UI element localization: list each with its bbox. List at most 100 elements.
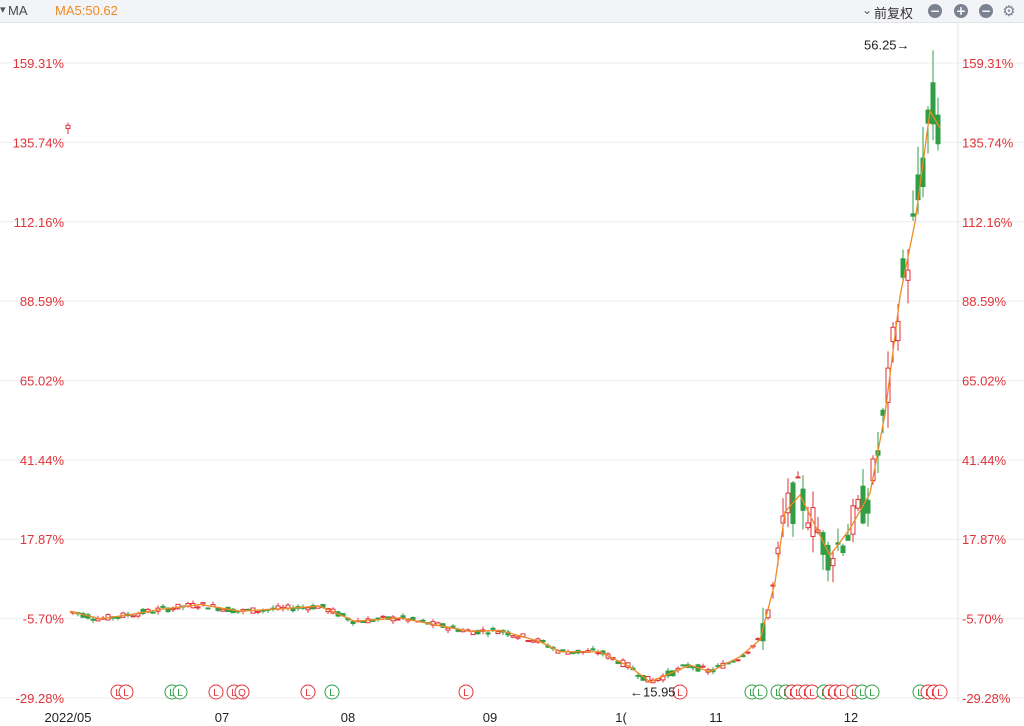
svg-text:L: L bbox=[869, 688, 875, 699]
candle bbox=[830, 550, 836, 583]
x-tick-label: 07 bbox=[215, 710, 229, 725]
candlestick-chart[interactable]: 159.31% 135.74% 112.16% 88.59% 65.02% 41.44% 1… bbox=[0, 22, 1024, 726]
candle bbox=[445, 627, 451, 634]
candle bbox=[510, 635, 516, 639]
svg-text:L: L bbox=[809, 688, 815, 699]
y-tick-label-left: 17.87% bbox=[20, 532, 65, 547]
svg-text:L: L bbox=[937, 688, 943, 699]
svg-text:L: L bbox=[757, 688, 763, 699]
indicator-name[interactable]: MA bbox=[8, 3, 28, 18]
y-axis-right: 159.31% 135.74% 112.16% 88.59% 65.02% 41.44% 1… bbox=[962, 56, 1014, 706]
x-tick-label: 1( bbox=[615, 710, 627, 725]
event-marker[interactable]: L bbox=[300, 684, 316, 700]
adjust-label[interactable]: 前复权 bbox=[874, 6, 914, 21]
candle bbox=[450, 624, 456, 628]
svg-text:L: L bbox=[851, 688, 857, 699]
y-tick-label-right: -29.28% bbox=[962, 691, 1011, 706]
candle bbox=[200, 601, 206, 607]
candles bbox=[65, 50, 941, 684]
svg-text:L: L bbox=[213, 688, 219, 699]
candle bbox=[390, 615, 396, 624]
candle bbox=[700, 663, 706, 668]
svg-text:L: L bbox=[305, 688, 311, 699]
candle bbox=[825, 541, 831, 582]
candle bbox=[820, 530, 826, 570]
candle bbox=[525, 639, 531, 642]
high-annotation: 56.25→ bbox=[864, 38, 910, 53]
event-marker[interactable]: L bbox=[458, 684, 474, 700]
y-axis-left: 159.31% 135.74% 112.16% 88.59% 65.02% 41.44% 1… bbox=[13, 56, 65, 706]
event-marker[interactable]: L bbox=[208, 684, 224, 700]
svg-text:Q: Q bbox=[238, 688, 246, 699]
event-marker[interactable]: L bbox=[672, 684, 688, 700]
chevron-down-icon[interactable]: ⌄ bbox=[862, 3, 873, 17]
y-tick-label-left: 112.16% bbox=[14, 215, 65, 230]
gear-icon[interactable]: ⚙ bbox=[1002, 2, 1016, 20]
ma5-value: MA5:50.62 bbox=[55, 3, 118, 18]
annotations: 56.25→ ←15.95 bbox=[630, 38, 910, 700]
event-marker[interactable]: L bbox=[324, 684, 340, 700]
x-tick-label: 12 bbox=[844, 710, 858, 725]
candle bbox=[290, 605, 296, 613]
candle bbox=[365, 616, 371, 624]
candle bbox=[350, 621, 356, 626]
candle bbox=[595, 649, 601, 656]
svg-text:L: L bbox=[123, 688, 129, 699]
event-markers: LLLLLLQLLLLLLLLLLLLLLLLLLLLLLL bbox=[110, 684, 948, 700]
event-marker[interactable]: Q bbox=[234, 684, 250, 700]
chart-toolbar: ▾ MA MA5:50.62 ⌄ 前复权 − + − ⚙ bbox=[0, 0, 1024, 23]
x-tick-label: 11 bbox=[709, 710, 723, 725]
candle bbox=[515, 635, 521, 640]
candle bbox=[270, 605, 276, 612]
candle bbox=[900, 249, 906, 283]
candle bbox=[590, 645, 596, 651]
indicator-dropdown-icon[interactable]: ▾ bbox=[0, 4, 6, 16]
candle bbox=[530, 640, 536, 644]
svg-text:L: L bbox=[463, 688, 469, 699]
candle bbox=[130, 614, 136, 618]
candle bbox=[910, 190, 916, 221]
y-tick-label-right: 65.02% bbox=[962, 373, 1007, 388]
candle bbox=[635, 672, 641, 680]
candle bbox=[145, 607, 151, 614]
candle bbox=[185, 601, 191, 608]
x-axis: 2022/05 07 08 09 1(11 12 bbox=[45, 710, 859, 725]
candle bbox=[790, 480, 796, 537]
y-tick-label-left: 41.44% bbox=[20, 453, 65, 468]
event-marker[interactable]: L bbox=[932, 684, 948, 700]
svg-text:L: L bbox=[775, 688, 781, 699]
event-marker[interactable]: L bbox=[864, 684, 880, 700]
y-tick-label-right: 88.59% bbox=[962, 294, 1007, 309]
zoom-in-icon[interactable]: + bbox=[954, 4, 968, 18]
candle bbox=[660, 673, 666, 683]
x-tick-label: 09 bbox=[483, 710, 497, 725]
candle bbox=[665, 667, 671, 679]
zoom-out-icon[interactable]: − bbox=[928, 4, 942, 18]
y-tick-label-left: 88.59% bbox=[20, 294, 65, 309]
svg-text:L: L bbox=[795, 688, 801, 699]
candle bbox=[470, 629, 476, 636]
candle bbox=[570, 651, 576, 655]
event-marker[interactable]: L bbox=[752, 684, 768, 700]
y-tick-label-left: -29.28% bbox=[16, 691, 65, 706]
y-tick-label-right: 159.31% bbox=[962, 56, 1014, 71]
svg-text:L: L bbox=[839, 688, 845, 699]
grid-lines bbox=[0, 22, 1024, 702]
y-tick-label-right: 17.87% bbox=[962, 532, 1007, 547]
event-marker[interactable]: L bbox=[172, 684, 188, 700]
svg-text:L: L bbox=[859, 688, 865, 699]
svg-text:L: L bbox=[177, 688, 183, 699]
svg-text:L: L bbox=[231, 688, 237, 699]
y-tick-label-left: 65.02% bbox=[20, 373, 65, 388]
collapse-icon[interactable]: − bbox=[979, 4, 993, 18]
y-tick-label-right: 41.44% bbox=[962, 453, 1007, 468]
candle bbox=[285, 603, 291, 611]
svg-text:L: L bbox=[115, 688, 121, 699]
candle bbox=[255, 610, 261, 615]
candle bbox=[795, 471, 801, 479]
y-tick-label-right: 112.16% bbox=[962, 215, 1013, 230]
candle bbox=[195, 604, 201, 611]
ma5-line bbox=[69, 109, 941, 683]
event-marker[interactable]: L bbox=[118, 684, 134, 700]
x-tick-label: 08 bbox=[341, 710, 355, 725]
